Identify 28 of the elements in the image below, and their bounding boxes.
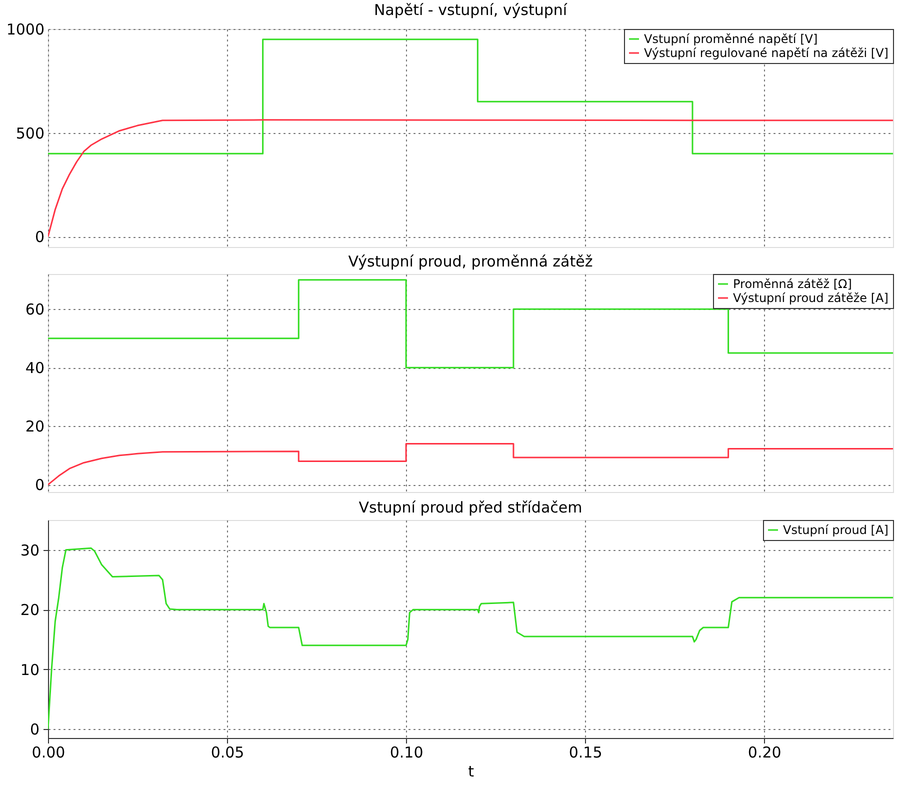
x-axis-title: t [468,762,474,780]
y-tick-label: 40 [25,359,44,378]
x-tick-label: 0.05 [210,744,244,762]
legend-label: Proměnná zátěž [Ω] [733,277,852,291]
chart-title: Napětí - vstupní, výstupní [374,1,568,19]
chart-title: Vstupní proud před střídačem [358,498,582,516]
x-tick-label: 0.20 [748,744,782,762]
y-tick-label: 10 [20,660,40,679]
line-series [48,119,893,238]
y-tick-label: 20 [20,601,40,620]
legend-label: Vstupní proměnné napětí [V] [644,32,818,46]
y-tick-label: 30 [20,541,40,560]
x-tick-label: 0.00 [32,744,66,762]
y-tick-label: 0 [34,476,44,494]
legend-label: Výstupní proud zátěže [A] [733,291,888,305]
y-tick-label: 60 [25,300,44,319]
legend-label: Vstupní proud [A] [783,523,888,537]
legend-label: Výstupní regulované napětí na zátěži [V] [644,46,888,60]
y-tick-label: 0 [30,720,40,739]
y-tick-label: 0 [34,228,44,246]
x-tick-label: 0.15 [568,744,602,762]
y-tick-label: 20 [25,418,44,436]
y-tick-label: 1000 [6,20,44,38]
chart-title: Výstupní proud, proměnná zátěž [348,252,593,270]
y-tick-label: 500 [16,124,44,142]
x-tick-label: 0.10 [390,744,424,762]
line-series [48,442,893,486]
line-series [48,547,893,730]
